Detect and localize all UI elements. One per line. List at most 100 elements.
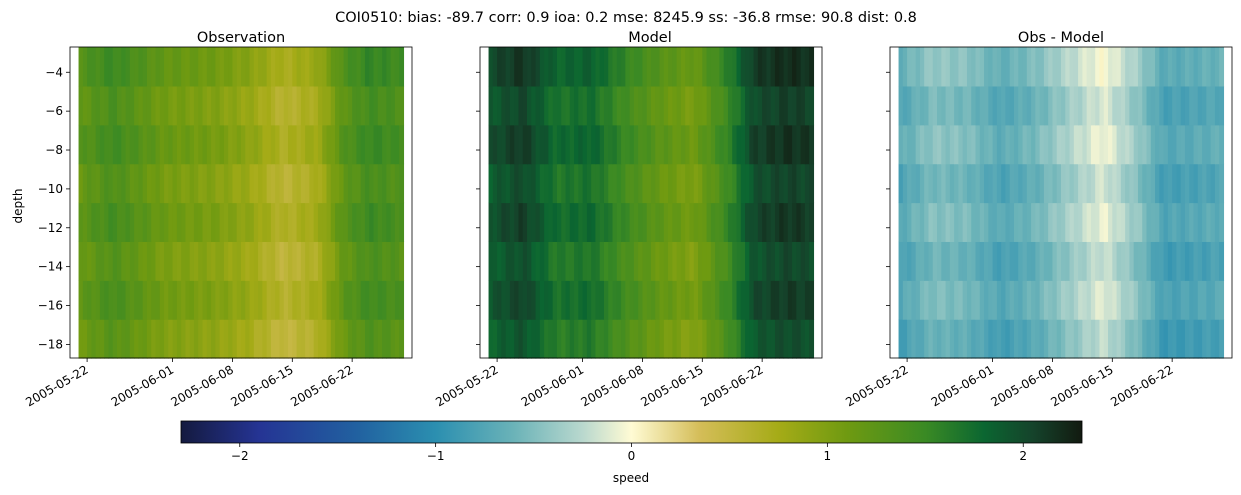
heatmap-cell xyxy=(745,163,750,204)
heatmap-cell xyxy=(330,280,336,320)
heatmap-cell xyxy=(902,319,908,359)
heatmap-cell xyxy=(1206,163,1212,204)
heatmap-cell xyxy=(1116,241,1122,281)
heatmap-cell xyxy=(1159,280,1165,320)
heatmap-cell xyxy=(117,85,122,126)
heatmap-cell xyxy=(787,124,793,165)
heatmap-cell xyxy=(898,241,904,281)
heatmap-cell xyxy=(1005,319,1011,359)
heatmap-cell xyxy=(125,202,131,242)
heatmap-cell xyxy=(296,47,302,87)
heatmap-cell xyxy=(979,124,985,165)
heatmap-cell xyxy=(544,163,549,204)
heatmap-cell xyxy=(642,280,648,320)
heatmap-cell xyxy=(223,319,229,359)
heatmap-cell xyxy=(322,163,328,204)
heatmap-cell xyxy=(185,163,191,204)
heatmap-cell xyxy=(1061,124,1066,165)
heatmap-cell xyxy=(689,124,695,165)
heatmap-cell xyxy=(663,319,669,359)
heatmap-cell xyxy=(723,319,729,359)
heatmap-cell xyxy=(574,241,579,281)
heatmap-cell xyxy=(945,85,951,126)
heatmap-cell xyxy=(1069,163,1075,204)
heatmap-difference: 2005-05-22 2005-06-012005-06-082005-06-15… xyxy=(843,46,1233,409)
heatmap-cell xyxy=(621,85,626,126)
heatmap-cell xyxy=(202,47,208,87)
heatmap-cell xyxy=(552,85,558,126)
heatmap-cell xyxy=(958,163,964,204)
heatmap-cell xyxy=(382,85,387,126)
heatmap-cell xyxy=(369,202,375,242)
heatmap-cell xyxy=(1086,124,1092,165)
heatmap-cell xyxy=(193,319,199,359)
heatmap-cell xyxy=(932,319,938,359)
heatmap-cell xyxy=(335,241,340,281)
x-tick-label: 2005-05-22 xyxy=(843,362,910,409)
heatmap-cell xyxy=(1210,163,1216,204)
heatmap-cell xyxy=(625,47,631,87)
panel-title-observation: Observation xyxy=(197,30,285,46)
heatmap-cell xyxy=(591,47,597,87)
heatmap-cell xyxy=(369,47,375,87)
heatmap-cell xyxy=(206,202,212,242)
heatmap-cell xyxy=(1095,280,1101,320)
heatmap-cell xyxy=(232,47,238,87)
heatmap-cell xyxy=(740,319,746,359)
heatmap-cell xyxy=(907,47,912,87)
heatmap-cell xyxy=(1214,319,1220,359)
heatmap-cell xyxy=(313,124,319,165)
heatmap-cell xyxy=(574,319,579,359)
heatmap-cell xyxy=(911,47,917,87)
heatmap-cell xyxy=(1159,202,1165,242)
x-tick-label: 2005-05-22 xyxy=(433,362,500,409)
heatmap-cell xyxy=(565,319,571,359)
heatmap-cell xyxy=(219,124,225,165)
heatmap-cell xyxy=(202,124,208,165)
heatmap-cell xyxy=(258,163,263,204)
heatmap-cell xyxy=(723,202,729,242)
heatmap-cell xyxy=(193,280,199,320)
heatmap-cell xyxy=(1197,280,1203,320)
colorbar-tick-label: 0 xyxy=(628,449,636,463)
heatmap-cell xyxy=(706,124,712,165)
heatmap-cell xyxy=(766,241,772,281)
heatmap-cell xyxy=(800,202,806,242)
heatmap-cell xyxy=(501,202,507,242)
heatmap-cell xyxy=(1039,163,1045,204)
heatmap-cell xyxy=(211,163,216,204)
heatmap-cell xyxy=(129,202,135,242)
heatmap-cell xyxy=(1086,241,1092,281)
heatmap-cell xyxy=(638,85,644,126)
heatmap-cell xyxy=(91,47,97,87)
heatmap-cell xyxy=(548,202,554,242)
heatmap-cell xyxy=(599,280,605,320)
heatmap-cell xyxy=(78,163,84,204)
heatmap-cell xyxy=(1129,124,1135,165)
heatmap-cell xyxy=(326,124,332,165)
heatmap-cell xyxy=(979,280,985,320)
heatmap-cell xyxy=(228,319,234,359)
heatmap-cell xyxy=(548,163,554,204)
heatmap-cell xyxy=(1133,241,1139,281)
heatmap-cell xyxy=(574,47,579,87)
heatmap-cell xyxy=(1112,163,1118,204)
heatmap-cell xyxy=(941,124,947,165)
heatmap-cell xyxy=(1112,124,1118,165)
heatmap-cell xyxy=(1172,202,1178,242)
heatmap-cell xyxy=(309,319,315,359)
heatmap-cell xyxy=(633,124,639,165)
heatmap-cell xyxy=(172,319,178,359)
heatmap-cell xyxy=(129,319,135,359)
heatmap-cell xyxy=(569,319,575,359)
heatmap-cell xyxy=(1180,241,1186,281)
heatmap-cell xyxy=(800,124,806,165)
heatmap-cell xyxy=(198,47,204,87)
x-tick-label: 2005-06-15 xyxy=(228,362,295,409)
heatmap-cell xyxy=(352,241,358,281)
heatmap-cell xyxy=(488,319,494,359)
heatmap-cell xyxy=(966,202,972,242)
heatmap-cell xyxy=(1142,47,1148,87)
heatmap-cell xyxy=(595,85,601,126)
heatmap-cell xyxy=(937,319,942,359)
